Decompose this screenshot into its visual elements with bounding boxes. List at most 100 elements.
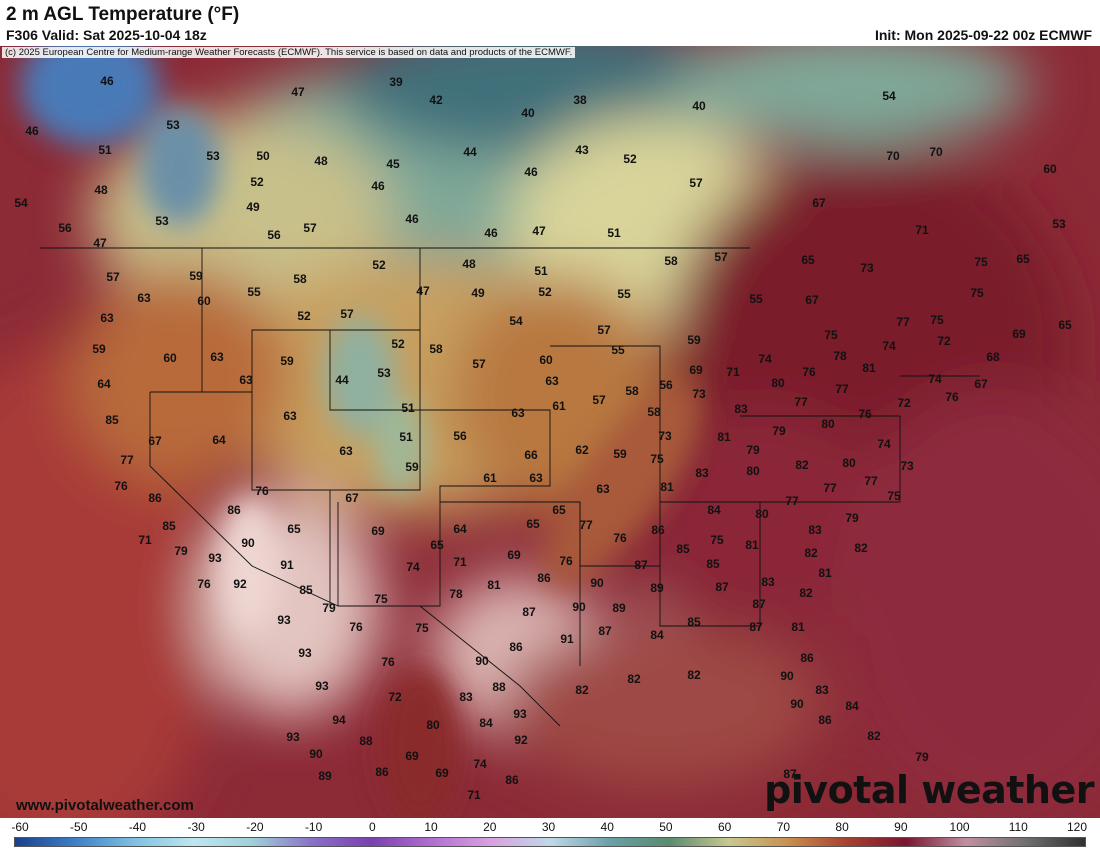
legend-tick-label: 0 <box>368 820 376 834</box>
legend-tick-label: -20 <box>246 820 264 834</box>
temperature-value: 48 <box>314 154 328 168</box>
temperature-value: 67 <box>148 434 162 448</box>
temperature-value: 86 <box>818 713 832 727</box>
temperature-value: 64 <box>453 522 467 536</box>
temperature-value: 61 <box>483 471 497 485</box>
temperature-value: 93 <box>208 551 222 565</box>
temperature-value: 75 <box>970 286 984 300</box>
temperature-value: 53 <box>206 149 220 163</box>
temperature-value: 82 <box>854 541 868 555</box>
temperature-value: 73 <box>860 261 874 275</box>
valid-time: F306 Valid: Sat 2025-10-04 18z <box>6 27 207 43</box>
temperature-value: 77 <box>579 518 593 532</box>
temperature-value: 86 <box>651 523 665 537</box>
temperature-value: 53 <box>377 366 391 380</box>
temperature-value: 65 <box>801 253 815 267</box>
temperature-value: 92 <box>233 577 247 591</box>
temperature-value: 76 <box>349 620 363 634</box>
temperature-value: 84 <box>707 503 721 517</box>
temperature-value: 74 <box>877 437 891 451</box>
temperature-value: 59 <box>280 354 294 368</box>
temperature-value: 82 <box>799 586 813 600</box>
temperature-value: 46 <box>25 124 39 138</box>
temperature-value: 90 <box>572 600 586 614</box>
temperature-value: 93 <box>286 730 300 744</box>
temperature-value: 55 <box>611 343 625 357</box>
temperature-value: 79 <box>772 424 786 438</box>
temperature-value: 86 <box>537 571 551 585</box>
website-link[interactable]: www.pivotalweather.com <box>16 797 194 814</box>
temperature-value: 55 <box>749 292 763 306</box>
legend-tick-label: 90 <box>894 820 908 834</box>
temperature-value: 53 <box>155 214 169 228</box>
temperature-value: 67 <box>345 491 359 505</box>
temperature-value: 87 <box>749 620 763 634</box>
temperature-value: 82 <box>804 546 818 560</box>
temperature-value: 75 <box>374 592 388 606</box>
copyright-credit: (c) 2025 European Centre for Medium-rang… <box>2 47 576 58</box>
temperature-value: 66 <box>524 448 538 462</box>
temperature-value: 75 <box>930 313 944 327</box>
temperature-value: 81 <box>487 578 501 592</box>
temperature-value: 80 <box>755 507 769 521</box>
temperature-value: 80 <box>842 456 856 470</box>
temperature-value: 52 <box>297 309 311 323</box>
temperature-value: 52 <box>623 152 637 166</box>
temperature-value: 63 <box>100 311 114 325</box>
temperature-value: 70 <box>929 145 943 159</box>
temperature-value: 90 <box>475 654 489 668</box>
temperature-value: 80 <box>746 464 760 478</box>
temperature-value: 46 <box>524 165 538 179</box>
temperature-value: 75 <box>650 452 664 466</box>
temperature-value: 44 <box>463 145 477 159</box>
temperature-value: 54 <box>509 314 523 328</box>
temperature-value: 56 <box>58 221 72 235</box>
temperature-value: 52 <box>538 285 552 299</box>
temperature-value: 63 <box>545 374 559 388</box>
temperature-value: 90 <box>780 669 794 683</box>
temperature-map[interactable]: (c) 2025 European Centre for Medium-rang… <box>0 46 1100 818</box>
temperature-value: 89 <box>318 769 332 783</box>
temperature-value: 47 <box>93 236 107 250</box>
temperature-value: 77 <box>864 474 878 488</box>
temperature-value: 65 <box>287 522 301 536</box>
temperature-value: 82 <box>795 458 809 472</box>
temperature-value: 47 <box>291 85 305 99</box>
temperature-value: 81 <box>818 566 832 580</box>
temperature-value: 71 <box>915 223 929 237</box>
temperature-value: 91 <box>280 558 294 572</box>
temperature-value: 82 <box>627 672 641 686</box>
temperature-value: 73 <box>658 429 672 443</box>
temperature-value: 77 <box>785 494 799 508</box>
temperature-value: 74 <box>758 352 772 366</box>
temperature-value: 88 <box>492 680 506 694</box>
temperature-value: 56 <box>267 228 281 242</box>
temperature-value: 39 <box>389 75 403 89</box>
legend-tick-label: 30 <box>541 820 556 834</box>
temperature-value: 58 <box>647 405 661 419</box>
temperature-field <box>0 46 1100 818</box>
temperature-value: 40 <box>521 106 535 120</box>
temperature-value: 83 <box>695 466 709 480</box>
temperature-value: 63 <box>137 291 151 305</box>
temperature-value: 94 <box>332 713 346 727</box>
temperature-value: 63 <box>529 471 543 485</box>
temperature-value: 74 <box>406 560 420 574</box>
temperature-value: 85 <box>676 542 690 556</box>
temperature-value: 51 <box>607 226 621 240</box>
temperature-value: 64 <box>212 433 226 447</box>
temperature-value: 69 <box>507 548 521 562</box>
temperature-value: 83 <box>734 402 748 416</box>
temperature-value: 76 <box>858 407 872 421</box>
temperature-value: 57 <box>592 393 606 407</box>
legend-tick-label: -40 <box>128 820 147 834</box>
temperature-value: 51 <box>98 143 112 157</box>
temperature-value: 84 <box>479 716 493 730</box>
temperature-value: 77 <box>794 395 808 409</box>
temperature-value: 57 <box>303 221 317 235</box>
temperature-value: 68 <box>986 350 1000 364</box>
temperature-value: 86 <box>509 640 523 654</box>
temperature-value: 69 <box>405 749 419 763</box>
temperature-value: 65 <box>430 538 444 552</box>
temperature-value: 63 <box>210 350 224 364</box>
